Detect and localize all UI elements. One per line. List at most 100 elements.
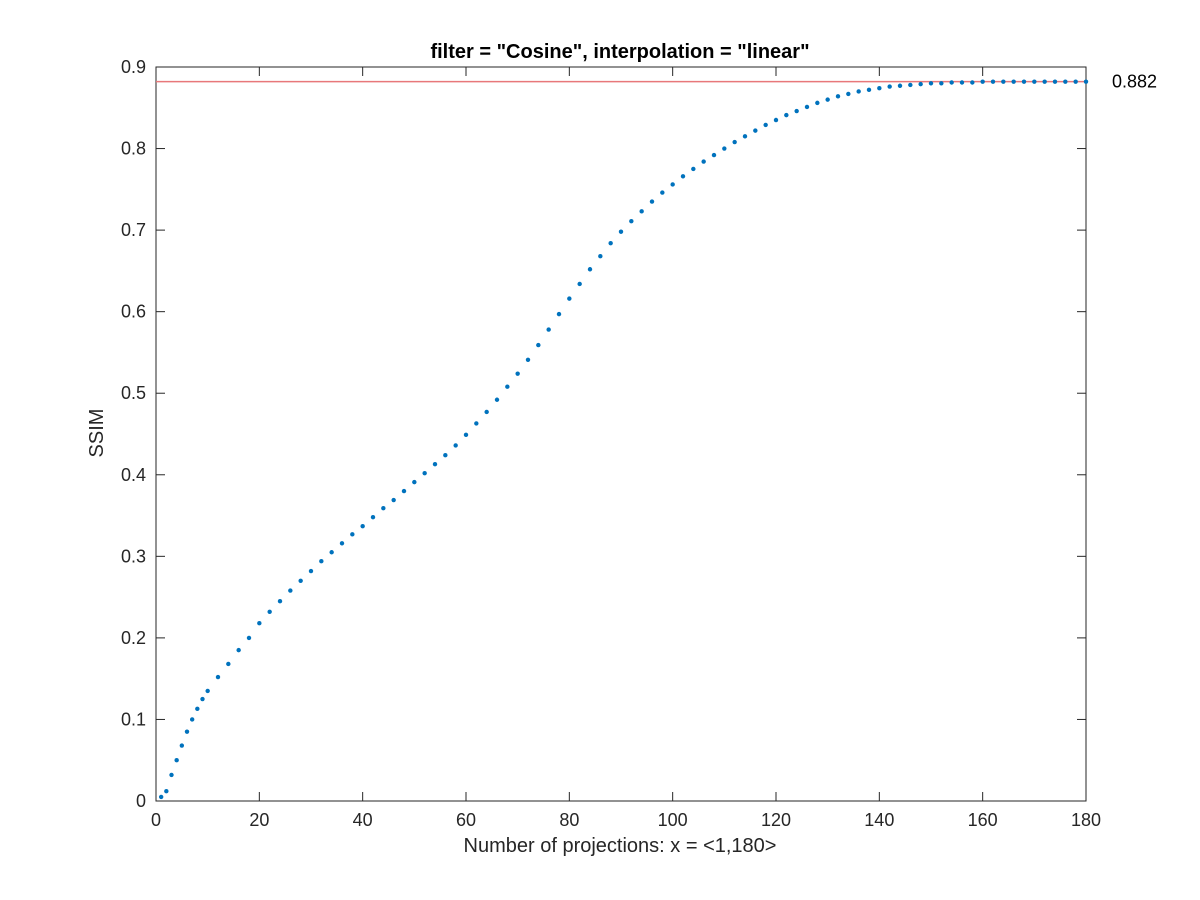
data-point: [639, 209, 644, 214]
data-point: [608, 240, 613, 246]
data-point: [691, 166, 696, 172]
x-tick-label: 20: [249, 810, 269, 830]
data-point: [246, 635, 252, 641]
data-point: [556, 311, 562, 317]
reference-line-label: 0.882: [1112, 72, 1157, 92]
data-point: [158, 794, 164, 800]
data-point: [174, 758, 179, 763]
x-tick-label: 60: [456, 810, 476, 830]
data-point: [732, 139, 737, 145]
data-point: [887, 84, 892, 89]
data-point: [257, 621, 262, 626]
data-point: [866, 87, 872, 93]
y-tick-label: 0.6: [121, 302, 146, 322]
data-point: [319, 559, 324, 564]
data-point: [1083, 79, 1089, 84]
data-point: [298, 578, 303, 583]
data-point: [959, 80, 965, 85]
data-point: [329, 550, 334, 555]
data-point: [267, 609, 272, 614]
x-tick-label: 140: [864, 810, 894, 830]
data-point: [753, 128, 758, 133]
data-point: [897, 83, 903, 88]
data-point: [1001, 79, 1006, 84]
x-tick-label: 180: [1071, 810, 1101, 830]
data-point: [401, 488, 407, 494]
data-point: [1063, 79, 1068, 84]
y-axis-ticks: 0 0.1 0.2 0.3 0.4 0.5 0.6 0.7 0.8 0.9: [121, 57, 1086, 811]
data-point: [660, 190, 665, 195]
data-point: [189, 717, 195, 722]
data-point: [546, 327, 551, 332]
data-point: [680, 174, 686, 179]
y-tick-label: 0.1: [121, 709, 146, 729]
data-point: [908, 82, 913, 88]
y-tick-label: 0.7: [121, 220, 146, 240]
data-point: [505, 384, 510, 389]
data-point: [484, 409, 489, 415]
data-point: [598, 254, 603, 259]
x-tick-label: 100: [658, 810, 688, 830]
data-point: [1032, 79, 1037, 84]
y-tick-label: 0.8: [121, 139, 146, 159]
data-point: [825, 97, 830, 102]
data-point: [701, 159, 706, 164]
data-point: [711, 152, 717, 158]
x-tick-label: 40: [353, 810, 373, 830]
data-point: [928, 81, 934, 86]
data-point: [1073, 79, 1078, 84]
x-tick-label: 80: [559, 810, 579, 830]
data-point: [184, 729, 190, 734]
data-point: [412, 479, 417, 485]
data-point: [179, 743, 185, 748]
data-point: [308, 568, 314, 574]
data-point: [525, 357, 531, 362]
x-axis-ticks: 0 20 40 60 80 100 120 140 160 180: [151, 67, 1101, 830]
data-point: [164, 789, 169, 794]
data-point: [360, 523, 365, 529]
data-point: [1052, 79, 1058, 84]
data-point: [370, 514, 376, 520]
data-point: [350, 532, 355, 537]
y-tick-label: 0.2: [121, 628, 146, 648]
chart-title: filter = "Cosine", interpolation = "line…: [430, 41, 809, 63]
data-point: [1011, 79, 1016, 84]
data-point: [200, 696, 205, 702]
data-point: [815, 100, 820, 106]
data-point: [629, 218, 634, 224]
data-point: [918, 81, 923, 87]
data-point: [236, 647, 241, 653]
data-point: [226, 661, 231, 667]
data-point: [784, 112, 789, 118]
data-point: [877, 86, 882, 91]
data-point: [722, 146, 727, 151]
data-point: [649, 199, 655, 204]
y-axis-title: SSIM: [86, 409, 108, 458]
data-point: [195, 706, 200, 712]
data-point: [949, 80, 954, 85]
data-point: [453, 443, 458, 448]
data-point: [970, 80, 975, 85]
data-point: [339, 541, 345, 546]
y-tick-label: 0.9: [121, 57, 146, 77]
x-tick-label: 120: [761, 810, 791, 830]
data-point: [846, 91, 851, 97]
data-point: [1042, 79, 1047, 84]
data-point: [618, 229, 624, 234]
data-point: [742, 134, 748, 139]
y-tick-label: 0.3: [121, 546, 146, 566]
data-point: [391, 497, 396, 503]
x-tick-label: 0: [151, 810, 161, 830]
data-point: [835, 94, 841, 99]
plot-area: 0.882 0 20 40 60 80 100 120 140 160 180 0 0.1 0.2 0.…: [121, 57, 1157, 830]
data-point: [443, 453, 448, 458]
data-point: [494, 397, 500, 402]
data-points: [158, 79, 1089, 800]
data-point: [990, 79, 996, 84]
data-point: [763, 122, 768, 128]
data-point: [1021, 79, 1027, 84]
x-tick-label: 160: [968, 810, 998, 830]
data-point: [536, 342, 541, 348]
data-point: [205, 688, 210, 694]
